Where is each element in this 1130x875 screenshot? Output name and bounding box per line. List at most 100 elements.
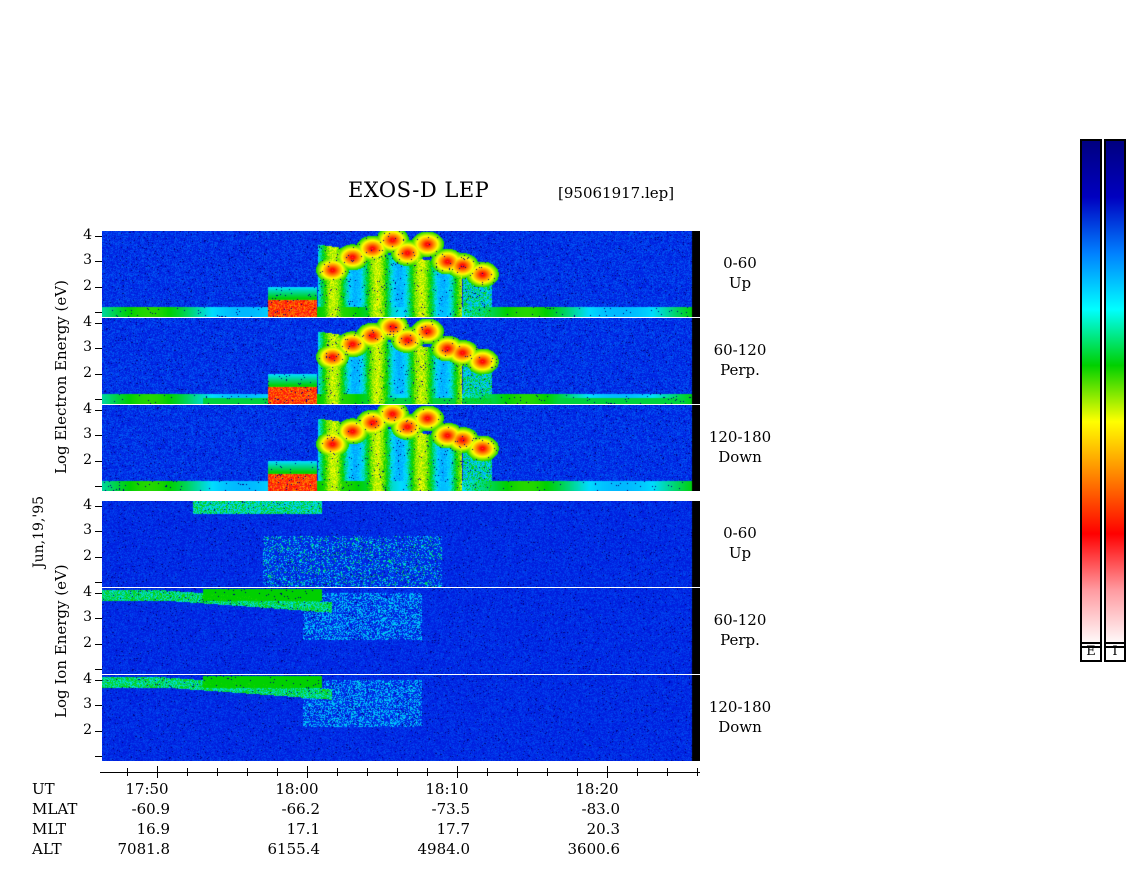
y-tick-label: 2 [83,277,92,294]
y-tick-mark [95,756,102,757]
y-tick-label: 4 [83,314,92,330]
ion-up-panel [102,501,700,587]
y-tick-mark [95,312,102,313]
ephemeris-value: -60.9 [131,800,170,818]
ephemeris-value: 4984.0 [417,840,471,858]
x-minor-tick [547,768,548,776]
x-minor-tick [487,768,488,776]
x-minor-tick [667,768,668,776]
y-tick-mark [95,236,102,237]
electron-down-spectrogram [102,405,700,491]
panel-angle: 60-120 [713,611,767,629]
y-tick-mark [95,460,102,462]
electron-up-panel [102,231,700,317]
y-tick-label: 2 [83,451,92,468]
x-minor-tick [517,768,518,776]
ephemeris-row-label: MLT [32,820,67,838]
ephemeris-row-label: MLAT [32,800,78,818]
ephemeris-row-label: UT [32,780,55,798]
ion-colorbar-label: I [1104,642,1126,662]
time-axis-line [100,772,700,773]
electron-perp-spectrogram [102,318,700,404]
y-tick-mark [95,705,102,707]
ephemeris-value: 6155.4 [267,840,321,858]
x-minor-tick [367,768,368,776]
ion-perp-panel [102,588,700,674]
ion-colorbar [1104,139,1126,648]
electron-down-panel [102,405,700,491]
x-major-tick [607,766,608,778]
y-tick-mark [95,399,102,400]
panel-label-ion-4: 60-120 Perp. [700,610,780,650]
ephemeris-row-label: ALT [32,840,62,858]
x-minor-tick [277,768,278,776]
electron-colorbar-label: E [1080,642,1102,662]
y-tick-label: 2 [83,634,92,651]
ephemeris-value: 17.1 [286,820,320,838]
y-tick-mark [95,261,102,263]
y-tick-label: 4 [83,401,92,417]
y-tick-mark [95,618,102,620]
y-tick-mark [95,593,102,594]
y-tick-mark [95,531,102,533]
panel-direction: Down [718,448,762,466]
y-tick-mark [95,669,102,670]
electron-ylabel: Log Electron Energy (eV) [52,280,70,474]
x-minor-tick [397,768,398,776]
y-tick-mark [95,373,102,375]
panel-direction: Perp. [720,361,760,379]
y-tick-label: 3 [83,609,92,626]
y-tick-mark [95,323,102,324]
y-tick-label: 3 [83,339,92,356]
x-minor-tick [217,768,218,776]
panel-angle: 0-60 [723,254,757,272]
ephemeris-value: 20.3 [586,820,620,838]
panel-angle: 120-180 [708,698,772,716]
panel-angle: 120-180 [708,428,772,446]
x-minor-tick [697,768,698,776]
y-tick-label: 3 [83,252,92,269]
y-tick-label: 3 [83,522,92,539]
x-minor-tick [127,768,128,776]
ion-ylabel: Log Ion Energy (eV) [52,564,70,718]
panel-direction: Perp. [720,631,760,649]
x-major-tick [307,766,308,778]
panel-label-electron-0: 0-60 Up [700,253,780,293]
y-tick-mark [95,582,102,583]
ion-up-spectrogram [102,501,700,587]
y-tick-mark [95,730,102,732]
panel-angle: 60-120 [713,341,767,359]
x-minor-tick [247,768,248,776]
ion-perp-spectrogram [102,588,700,674]
ephemeris-value: 18:10 [425,780,469,798]
y-tick-label: 2 [83,364,92,381]
panel-direction: Down [718,718,762,736]
y-tick-mark [95,286,102,288]
ephemeris-value: 16.9 [136,820,170,838]
y-tick-label: 4 [83,584,92,600]
panel-label-electron-1: 60-120 Perp. [700,340,780,380]
date-label: Jun,19,'95 [31,495,47,568]
chart-title: EXOS-D LEP [348,178,490,202]
file-label: [95061917.lep] [558,184,675,202]
ephemeris-value: -83.0 [581,800,620,818]
x-minor-tick [427,768,428,776]
panel-direction: Up [728,544,752,562]
ephemeris-value: 18:00 [275,780,319,798]
y-tick-label: 4 [83,671,92,687]
panel-direction: Up [728,274,752,292]
x-minor-tick [577,768,578,776]
x-major-tick [157,766,158,778]
y-tick-mark [95,348,102,350]
y-tick-label: 4 [83,497,92,513]
y-tick-label: 3 [83,696,92,713]
ephemeris-value: 18:20 [575,780,619,798]
panel-label-ion-5: 120-180 Down [700,697,780,737]
y-tick-mark [95,680,102,681]
panel-angle: 0-60 [723,524,757,542]
y-tick-mark [95,643,102,645]
y-tick-label: 3 [83,426,92,443]
y-tick-mark [95,435,102,437]
y-tick-mark [95,506,102,507]
ion-down-panel [102,675,700,761]
